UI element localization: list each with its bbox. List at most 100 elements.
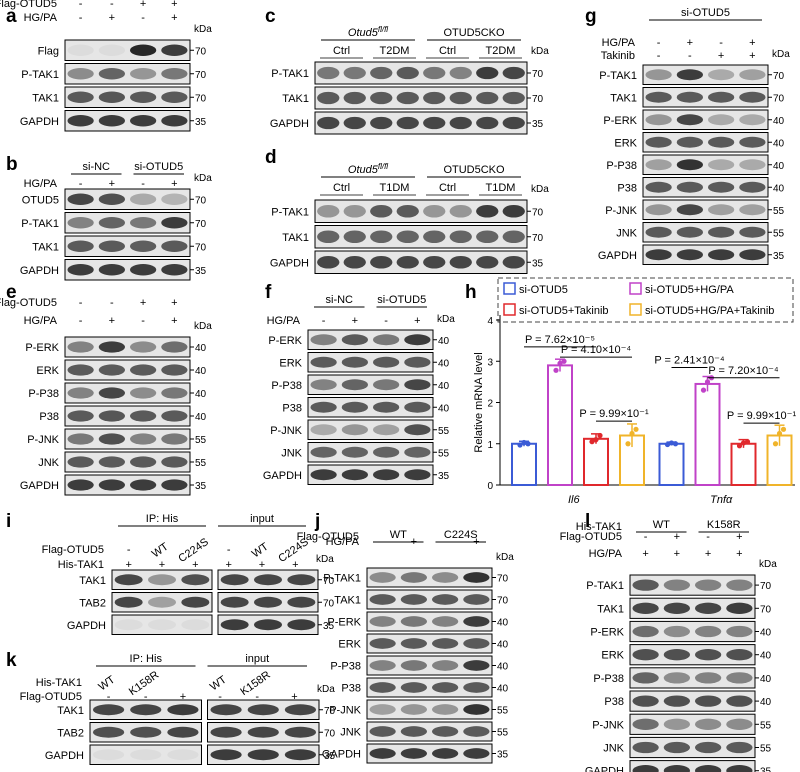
band bbox=[67, 217, 94, 229]
marker-label: 70 bbox=[195, 219, 207, 230]
legend-entry: si-OTUD5+HG/PA+Takinib bbox=[645, 305, 774, 317]
condition-sign: - bbox=[443, 536, 447, 548]
blot-label: P-TAK1 bbox=[21, 218, 59, 230]
band bbox=[726, 625, 753, 638]
band bbox=[148, 574, 176, 586]
kda-label: kDa bbox=[437, 314, 455, 325]
blot-label: P38 bbox=[617, 182, 637, 194]
condition-sign: - bbox=[688, 50, 692, 62]
band bbox=[676, 181, 703, 193]
band bbox=[708, 204, 735, 216]
band bbox=[369, 572, 396, 583]
marker-label: 70 bbox=[532, 207, 544, 218]
condition-sign: + bbox=[736, 548, 742, 560]
condition-label: Flag-OTUD5 bbox=[42, 544, 104, 556]
blot-label: JNK bbox=[281, 447, 302, 459]
blot-row-p-tak1: P-TAK1 70 bbox=[271, 61, 544, 85]
blot-label: P-JNK bbox=[27, 434, 59, 446]
band bbox=[632, 765, 659, 772]
band bbox=[98, 91, 125, 103]
marker-label: 55 bbox=[497, 728, 509, 739]
panel-h: h si-OTUD5 si-OTUD5+HG/PA si-OTUD5+Takinib s… bbox=[465, 277, 796, 506]
band bbox=[645, 226, 672, 238]
band bbox=[67, 456, 94, 468]
band bbox=[98, 410, 125, 422]
band bbox=[645, 181, 672, 193]
blot-label: ERK bbox=[338, 639, 361, 651]
x-tick-label: Tnfα bbox=[710, 494, 733, 506]
band bbox=[373, 446, 400, 458]
data-point bbox=[744, 439, 751, 445]
band bbox=[370, 230, 393, 244]
data-point bbox=[517, 442, 523, 448]
marker-label: 40 bbox=[438, 381, 450, 392]
band bbox=[67, 341, 94, 353]
panel-letter-d: d bbox=[265, 147, 277, 168]
band bbox=[161, 68, 188, 80]
band bbox=[92, 704, 125, 716]
band bbox=[287, 574, 316, 586]
condition-sign: + bbox=[180, 691, 186, 703]
blot-row-gapdh: GAPDH 35 bbox=[20, 259, 207, 281]
marker-label: 70 bbox=[497, 596, 509, 607]
condition-label: Flag-OTUD5 bbox=[20, 691, 82, 703]
condition-sign: + bbox=[259, 559, 265, 571]
condition-sign: + bbox=[473, 536, 479, 548]
band bbox=[463, 748, 490, 759]
band bbox=[220, 574, 249, 586]
marker-label: 70 bbox=[195, 46, 207, 57]
group-label: OTUD5CKO bbox=[443, 27, 505, 39]
marker-label: 70 bbox=[324, 706, 336, 717]
marker-label: 70 bbox=[323, 576, 335, 587]
blot-label: GAPDH bbox=[263, 470, 302, 482]
band bbox=[343, 255, 366, 269]
band bbox=[148, 619, 176, 631]
marker-label: 35 bbox=[438, 471, 450, 482]
blot-label: TAK1 bbox=[79, 575, 106, 587]
group-label: WT bbox=[653, 519, 670, 531]
condition-sign: - bbox=[322, 315, 326, 327]
band bbox=[645, 159, 672, 171]
band bbox=[98, 479, 125, 491]
band bbox=[423, 91, 446, 105]
band bbox=[400, 594, 427, 605]
band bbox=[476, 91, 499, 105]
legend-entry: si-OTUD5+HG/PA bbox=[645, 284, 734, 296]
band bbox=[254, 574, 282, 586]
data-point bbox=[629, 430, 635, 437]
band bbox=[284, 726, 317, 738]
group-label: si-NC bbox=[326, 294, 354, 306]
band bbox=[130, 68, 157, 80]
blot-label: GAPDH bbox=[322, 749, 361, 761]
band bbox=[161, 433, 188, 445]
band bbox=[92, 726, 125, 738]
data-point bbox=[525, 441, 531, 447]
blot-row-tak1: TAK1 70 bbox=[79, 569, 335, 590]
blot-row-jnk: JNK 55 bbox=[603, 736, 772, 759]
blot-row-p-erk: P-ERK 40 bbox=[590, 620, 772, 643]
band bbox=[502, 91, 525, 105]
p-value-label: P = 4.10×10⁻⁴ bbox=[561, 344, 632, 356]
blot-row-erk: ERK 40 bbox=[338, 633, 509, 654]
blot-label: P-ERK bbox=[603, 115, 637, 127]
blot-row-p-erk: P-ERK 40 bbox=[327, 611, 509, 632]
kda-label: kDa bbox=[194, 321, 212, 332]
band bbox=[423, 255, 446, 269]
panel-letter-i: i bbox=[6, 511, 11, 532]
blot-row-erk: ERK 40 bbox=[279, 352, 450, 373]
blot-label: ERK bbox=[614, 137, 637, 149]
marker-label: 55 bbox=[773, 206, 785, 217]
marker-label: 40 bbox=[773, 183, 785, 194]
blot-row-tak1: TAK1 70 bbox=[282, 225, 544, 249]
band bbox=[739, 159, 766, 171]
band bbox=[645, 136, 672, 148]
data-point bbox=[664, 441, 671, 448]
marker-label: 40 bbox=[497, 684, 509, 695]
data-point bbox=[740, 440, 747, 446]
marker-label: 70 bbox=[195, 93, 207, 104]
condition-sign: + bbox=[642, 548, 648, 560]
band bbox=[726, 602, 753, 614]
blot-label: JNK bbox=[38, 457, 59, 469]
marker-label: 35 bbox=[773, 251, 785, 262]
band bbox=[67, 240, 94, 252]
